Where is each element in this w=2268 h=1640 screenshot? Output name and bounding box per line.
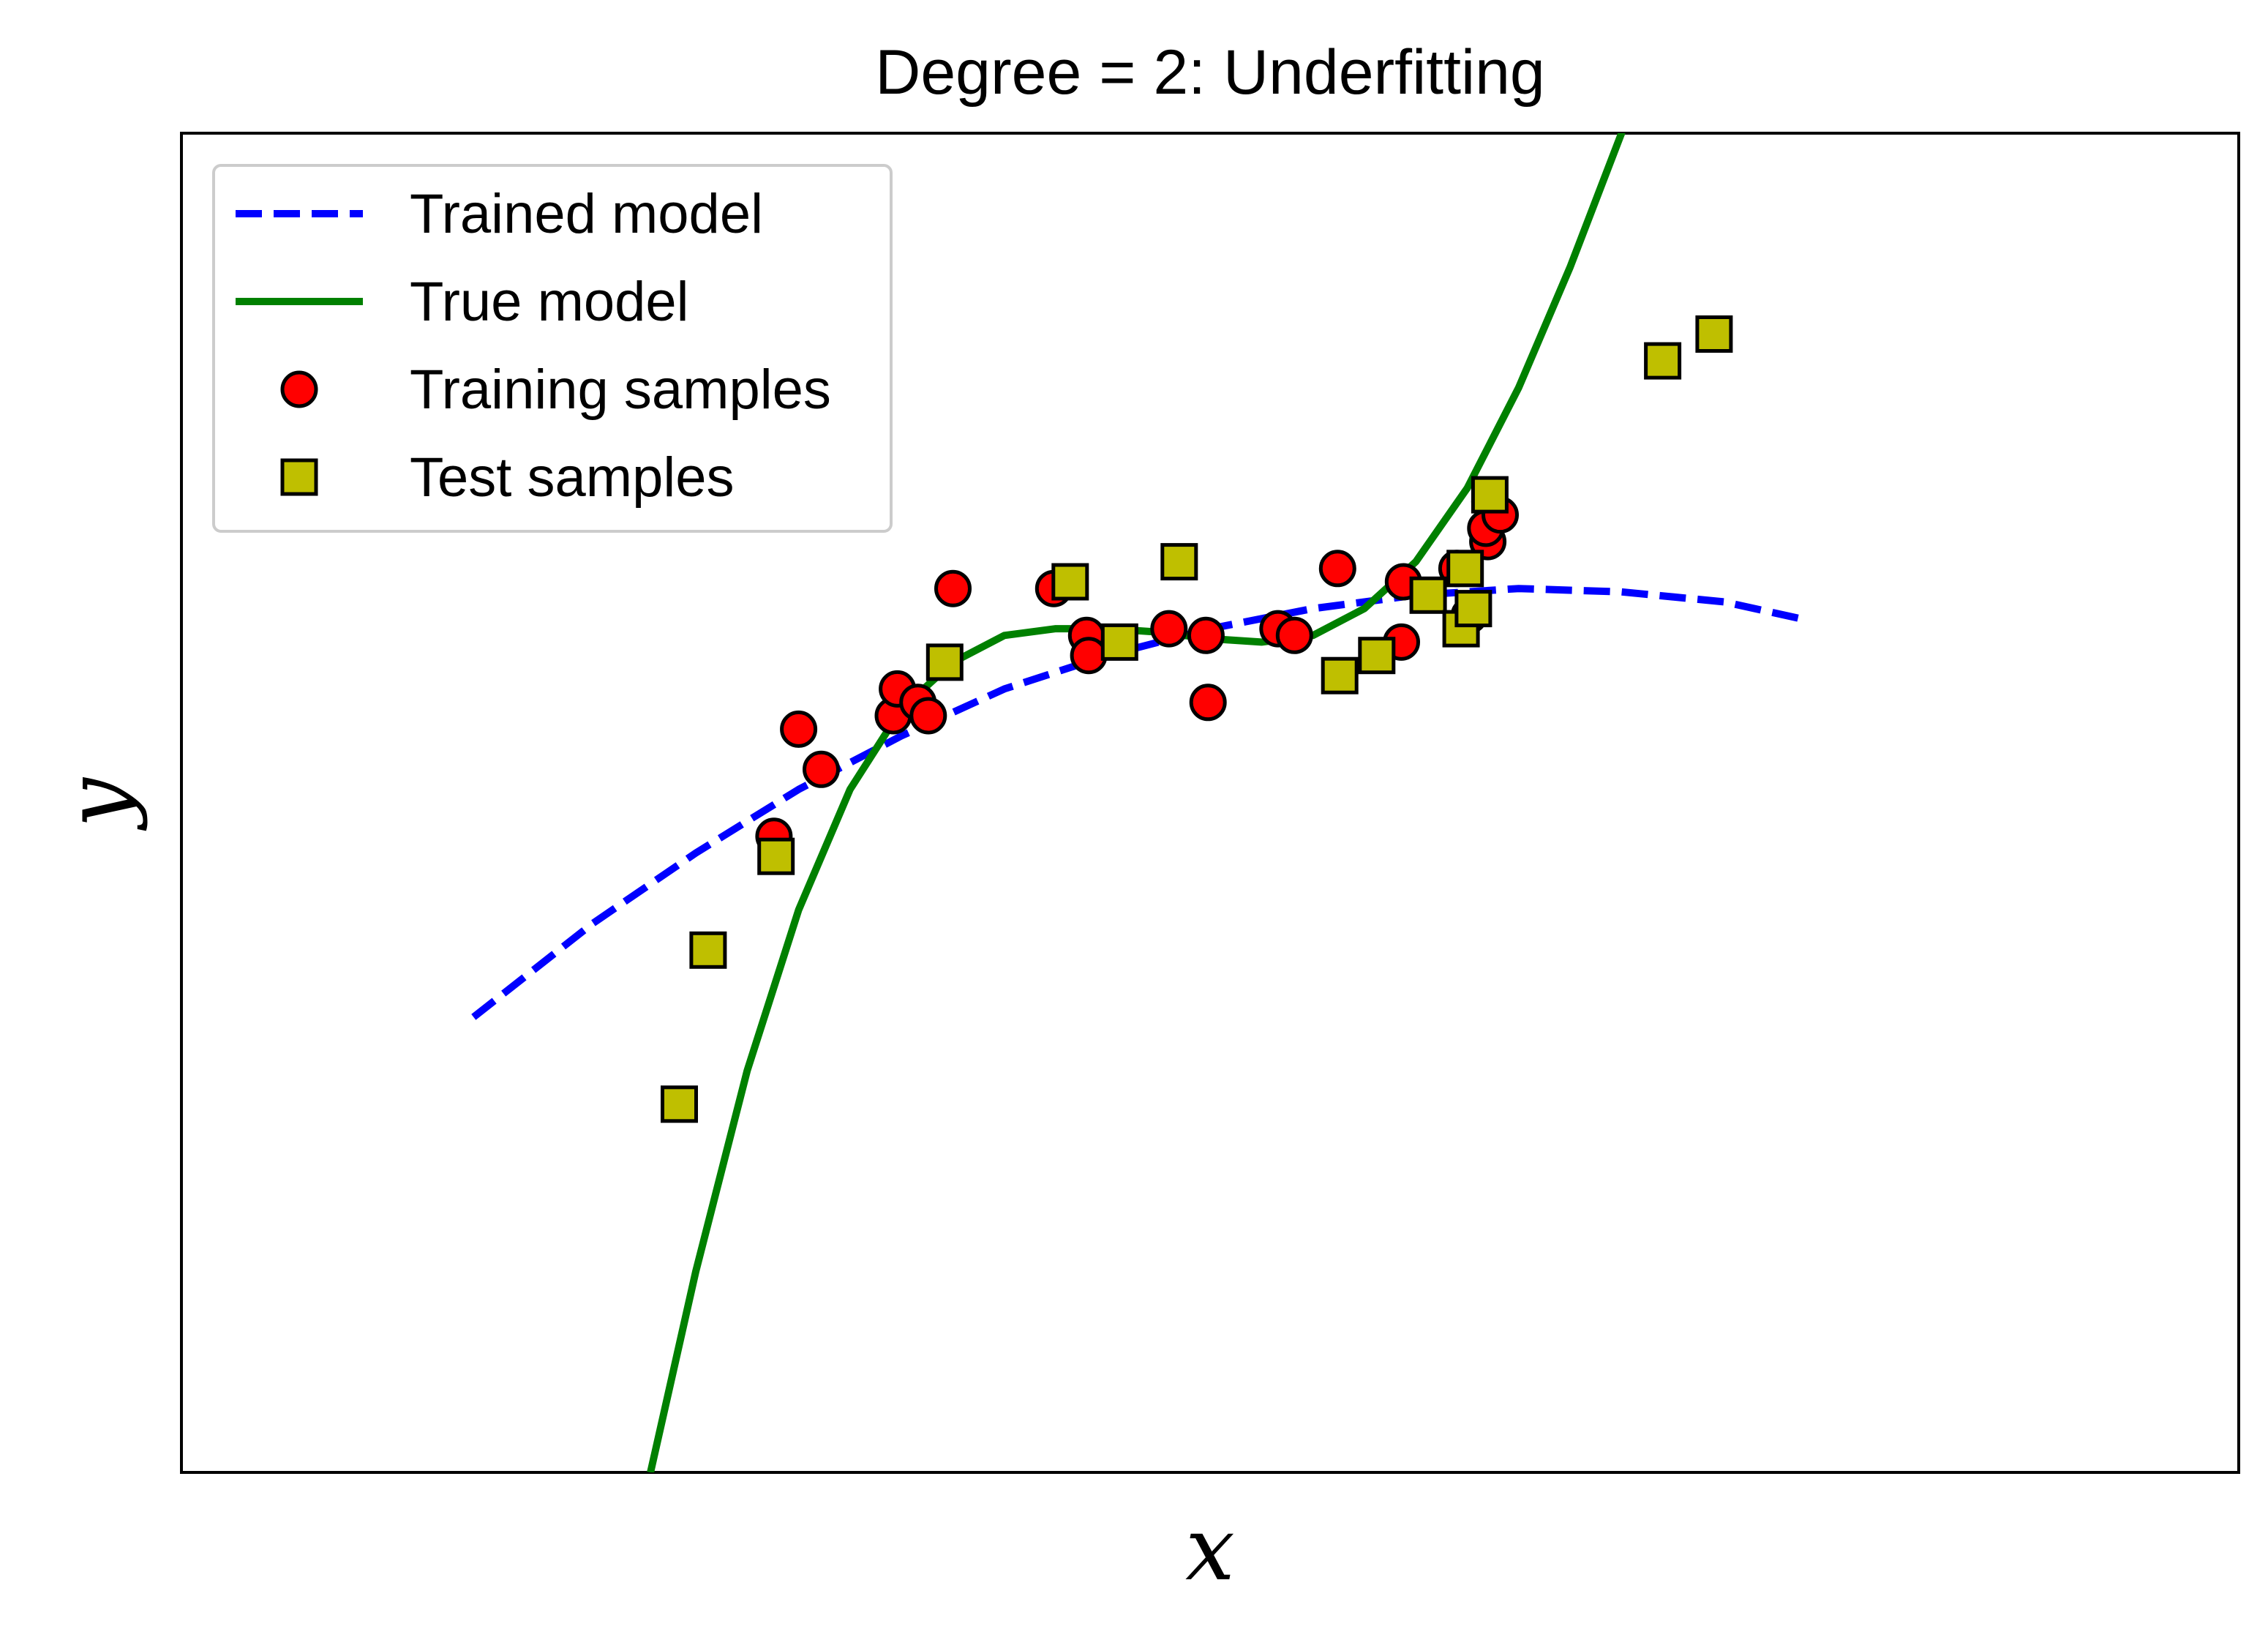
legend: Trained model True model Training sample… bbox=[212, 164, 893, 533]
test-samples-point-6 bbox=[1160, 543, 1198, 581]
plot-points bbox=[661, 315, 1733, 1123]
test-samples-point-2 bbox=[757, 837, 795, 875]
y-axis-label: y bbox=[48, 776, 149, 831]
legend-label-test-samples: Test samples bbox=[410, 446, 735, 509]
test-samples-point-1 bbox=[689, 931, 727, 969]
legend-swatch-test-samples bbox=[280, 458, 318, 496]
test-samples-point-13 bbox=[1471, 476, 1509, 514]
test-samples-point-14 bbox=[1644, 342, 1682, 380]
test-samples-point-5 bbox=[1100, 623, 1138, 661]
test-samples-point-12 bbox=[1454, 590, 1492, 628]
test-samples-point-11 bbox=[1446, 550, 1484, 588]
training-samples-point-10 bbox=[1070, 637, 1108, 675]
training-samples-point-15 bbox=[1275, 616, 1313, 654]
legend-label-training-samples: Training samples bbox=[410, 359, 831, 421]
training-samples-point-16 bbox=[1318, 550, 1356, 588]
legend-swatch-training-samples bbox=[280, 370, 318, 408]
training-samples-point-7 bbox=[934, 569, 972, 607]
legend-label-true-model: True model bbox=[410, 271, 689, 333]
series-line-trained-model bbox=[471, 585, 1802, 1020]
legend-frame bbox=[212, 164, 893, 533]
training-samples-point-1 bbox=[780, 710, 818, 748]
test-samples-point-9 bbox=[1409, 576, 1447, 614]
chart-title: Degree = 2: Underfitting bbox=[875, 37, 1544, 108]
test-samples-point-4 bbox=[1051, 563, 1089, 601]
legend-label-trained-model: Trained model bbox=[410, 183, 763, 245]
training-samples-point-11 bbox=[1150, 610, 1188, 648]
training-samples-point-13 bbox=[1189, 684, 1227, 722]
training-samples-point-6 bbox=[909, 697, 947, 735]
test-samples-point-0 bbox=[661, 1085, 698, 1123]
x-axis-label: x bbox=[1185, 1499, 1235, 1600]
training-samples-point-2 bbox=[803, 750, 840, 788]
test-samples-point-8 bbox=[1358, 637, 1396, 675]
test-samples-point-15 bbox=[1695, 315, 1733, 353]
training-samples-point-12 bbox=[1187, 616, 1225, 654]
test-samples-point-3 bbox=[925, 643, 964, 681]
test-samples-point-7 bbox=[1321, 656, 1359, 694]
